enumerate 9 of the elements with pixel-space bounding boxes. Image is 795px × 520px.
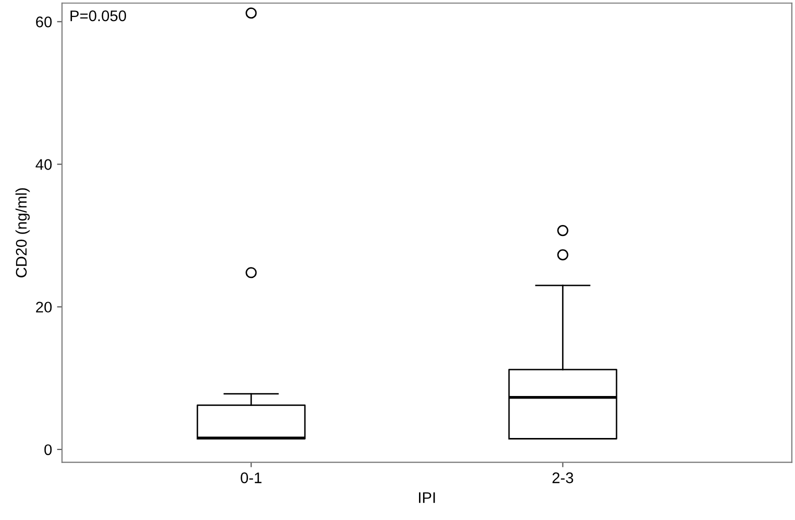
- y-tick-label: 20: [36, 302, 52, 313]
- y-axis-title: CD20 (ng/ml): [16, 188, 30, 278]
- x-tick-label: 0-1: [240, 472, 262, 484]
- y-tick-label: 40: [36, 159, 52, 170]
- y-tick-label: 60: [36, 16, 52, 28]
- x-tick-label: 2-3: [552, 472, 574, 484]
- x-axis-title: IPI: [418, 492, 435, 503]
- annotation: P=0.050: [70, 10, 126, 22]
- y-tick-label: 0: [44, 444, 52, 456]
